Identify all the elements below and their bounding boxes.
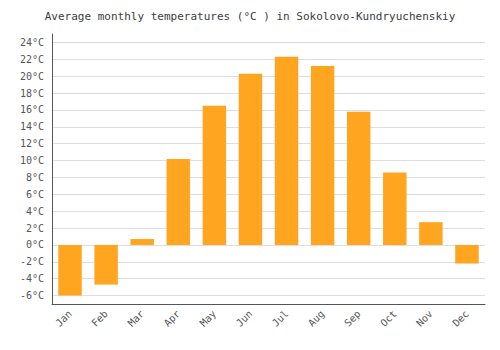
svg-text:Nov: Nov <box>414 308 435 329</box>
svg-text:Jun: Jun <box>234 308 255 329</box>
svg-text:Dec: Dec <box>450 308 471 329</box>
svg-text:4°C: 4°C <box>26 206 44 217</box>
svg-text:8°C: 8°C <box>26 172 44 183</box>
svg-text:12°C: 12°C <box>20 138 44 149</box>
svg-text:22°C: 22°C <box>20 54 44 65</box>
svg-text:Aug: Aug <box>306 308 327 329</box>
svg-text:10°C: 10°C <box>20 155 44 166</box>
svg-text:Mar: Mar <box>126 308 147 329</box>
svg-text:0°C: 0°C <box>26 239 44 250</box>
svg-text:-4°C: -4°C <box>20 273 44 284</box>
svg-text:Jan: Jan <box>53 308 74 329</box>
svg-text:Average monthly temperatures (: Average monthly temperatures (°C ) in So… <box>45 10 456 23</box>
svg-text:Apr: Apr <box>162 308 183 329</box>
svg-text:-6°C: -6°C <box>20 290 44 301</box>
svg-text:May: May <box>198 308 219 329</box>
svg-text:6°C: 6°C <box>26 189 44 200</box>
svg-text:16°C: 16°C <box>20 104 44 115</box>
svg-text:Sep: Sep <box>342 308 363 329</box>
svg-text:-2°C: -2°C <box>20 256 44 267</box>
svg-text:Oct: Oct <box>378 308 399 329</box>
svg-text:Jul: Jul <box>270 308 291 329</box>
svg-text:18°C: 18°C <box>20 88 44 99</box>
svg-text:24°C: 24°C <box>20 37 44 48</box>
svg-text:2°C: 2°C <box>26 223 44 234</box>
svg-text:14°C: 14°C <box>20 121 44 132</box>
svg-text:Feb: Feb <box>89 308 110 329</box>
svg-text:20°C: 20°C <box>20 71 44 82</box>
